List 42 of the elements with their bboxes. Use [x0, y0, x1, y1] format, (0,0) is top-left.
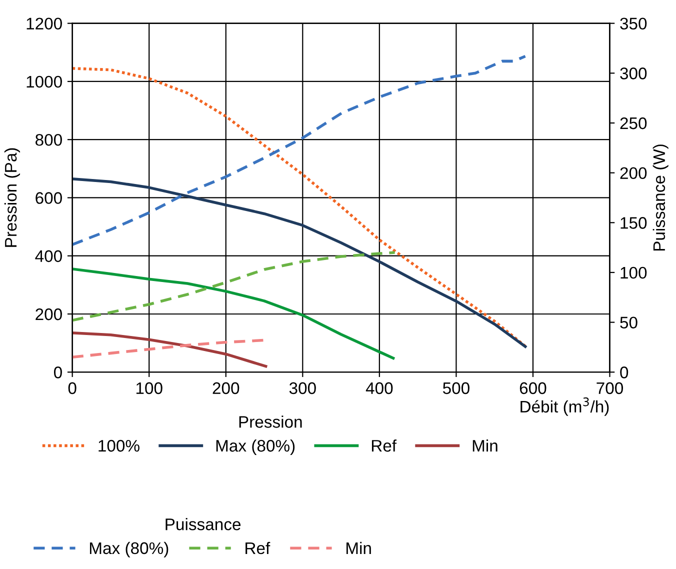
y2-axis-title: Puissance (W) — [652, 144, 668, 251]
line-series — [72, 251, 396, 322]
x-tick-label: 600 — [520, 382, 546, 394]
y2-tick-label: 0 — [620, 366, 628, 378]
line-series — [72, 54, 527, 246]
legend-label: Min — [346, 542, 371, 554]
y2-tick-label: 50 — [620, 316, 638, 328]
y2-tick-label: 150 — [620, 217, 647, 229]
x-tick-label: 300 — [289, 382, 316, 394]
legend-label: Min — [472, 439, 498, 452]
y-tick-label: 1200 — [26, 18, 62, 30]
legend-label: Max (80%) — [90, 542, 168, 558]
line-series — [72, 331, 268, 368]
x-tick-label: 0 — [68, 382, 76, 394]
line-series — [72, 66, 527, 348]
y-tick-label: 1000 — [26, 76, 62, 88]
y2-tick-label: 350 — [620, 18, 647, 30]
legend-label: Ref — [372, 439, 397, 452]
text: Pression — [239, 416, 302, 428]
x-tick-label: 500 — [442, 382, 470, 394]
x-tick-label: 200 — [212, 382, 240, 394]
x-tick-label: 700 — [596, 382, 624, 394]
text: Puissance — [166, 518, 241, 530]
y-tick-label: 600 — [36, 192, 62, 204]
line-series — [72, 268, 395, 360]
legend-label: Max (80%) — [216, 439, 295, 455]
y-tick-label: 400 — [35, 250, 62, 262]
legend-label: 100% — [98, 440, 140, 452]
line-series — [72, 177, 527, 348]
y-tick-label: 800 — [36, 134, 62, 146]
y2-tick-label: 100 — [620, 266, 647, 279]
y-axis-title: Pression (Pa) — [4, 148, 20, 247]
y-tick-label: 200 — [36, 308, 62, 320]
x-tick-label: 400 — [366, 382, 393, 394]
y-tick-label: 0 — [54, 366, 62, 378]
y2-tick-label: 200 — [620, 167, 647, 180]
legend-label: Ref — [246, 542, 270, 554]
y2-tick-label: 250 — [620, 117, 647, 130]
line-series — [72, 338, 266, 359]
x-axis-title: Débit (m$^{3}$/h) — [520, 397, 609, 416]
y2-tick-label: 300 — [620, 68, 647, 80]
x-tick-label: 100 — [136, 382, 162, 394]
